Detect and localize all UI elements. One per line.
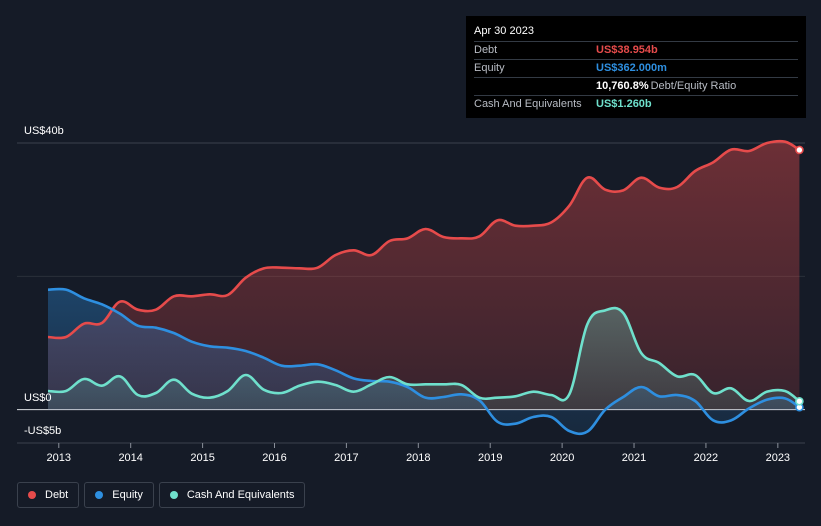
tooltip-row-ratio: 10,760.8% Debt/Equity Ratio: [474, 77, 798, 95]
debt-dot-icon: [28, 491, 36, 499]
y-axis-label-zero: US$0: [24, 392, 52, 404]
tooltip-debt-value: US$38.954b: [596, 44, 658, 56]
debt-line: [47, 139, 801, 340]
cash-end-marker: [795, 396, 804, 406]
x-tick-label-2017: 2017: [334, 452, 358, 464]
cash-line: [47, 306, 801, 403]
tooltip-cash-label: Cash And Equivalents: [474, 98, 582, 110]
tooltip-ratio-value: 10,760.8%: [596, 80, 649, 92]
tooltip-cash-value: US$1.260b: [596, 98, 652, 110]
legend-item-equity[interactable]: Equity: [84, 482, 154, 508]
x-tick-label-2018: 2018: [406, 452, 430, 464]
x-tick-label-2019: 2019: [478, 452, 502, 464]
x-tick-label-2022: 2022: [694, 452, 718, 464]
cash-dot-icon: [169, 491, 178, 499]
x-tick-label-2020: 2020: [550, 452, 574, 464]
equity-line: [47, 287, 801, 436]
tooltip-row-equity: Equity US$362.000m: [474, 59, 798, 77]
tooltip-row-cash: Cash And Equivalents US$1.260b: [474, 95, 798, 113]
tooltip-date: Apr 30 2023: [474, 25, 534, 37]
legend-item-debt[interactable]: Debt: [17, 482, 80, 508]
equity-dot-icon: [95, 491, 104, 499]
tooltip-ratio-label: Debt/Equity Ratio: [650, 80, 737, 92]
series-lines: [47, 139, 801, 436]
end-markers: [795, 145, 804, 412]
x-axis: 2013 2014 2015 2016 2017 2018 2019 2020 2021 2022…: [47, 443, 790, 464]
y-axis-label-bottom: -US$5b: [24, 425, 62, 437]
tooltip-panel: Apr 30 2023 Debt US$38.954b Equity US$36…: [466, 16, 806, 118]
x-tick-label-2023: 2023: [766, 452, 790, 464]
legend-item-cash[interactable]: Cash And Equivalents: [158, 482, 306, 508]
legend-label-equity: Equity: [112, 489, 143, 501]
x-tick-label-2016: 2016: [262, 452, 286, 464]
tooltip-equity-label: Equity: [474, 62, 505, 74]
x-tick-label-2014: 2014: [118, 452, 142, 464]
tooltip-equity-value: US$362.000m: [596, 62, 667, 74]
debt-end-marker: [795, 145, 804, 155]
x-tick-label-2013: 2013: [47, 452, 71, 464]
tooltip-row-debt: Debt US$38.954b: [474, 41, 798, 59]
x-tick-label-2015: 2015: [190, 452, 214, 464]
legend-label-debt: Debt: [45, 489, 69, 501]
legend: Debt Equity Cash And Equivalents: [17, 482, 306, 508]
y-axis-label-top: US$40b: [24, 125, 64, 137]
x-tick-label-2021: 2021: [622, 452, 646, 464]
legend-label-cash: Cash And Equivalents: [186, 489, 295, 501]
tooltip-debt-label: Debt: [474, 44, 498, 56]
